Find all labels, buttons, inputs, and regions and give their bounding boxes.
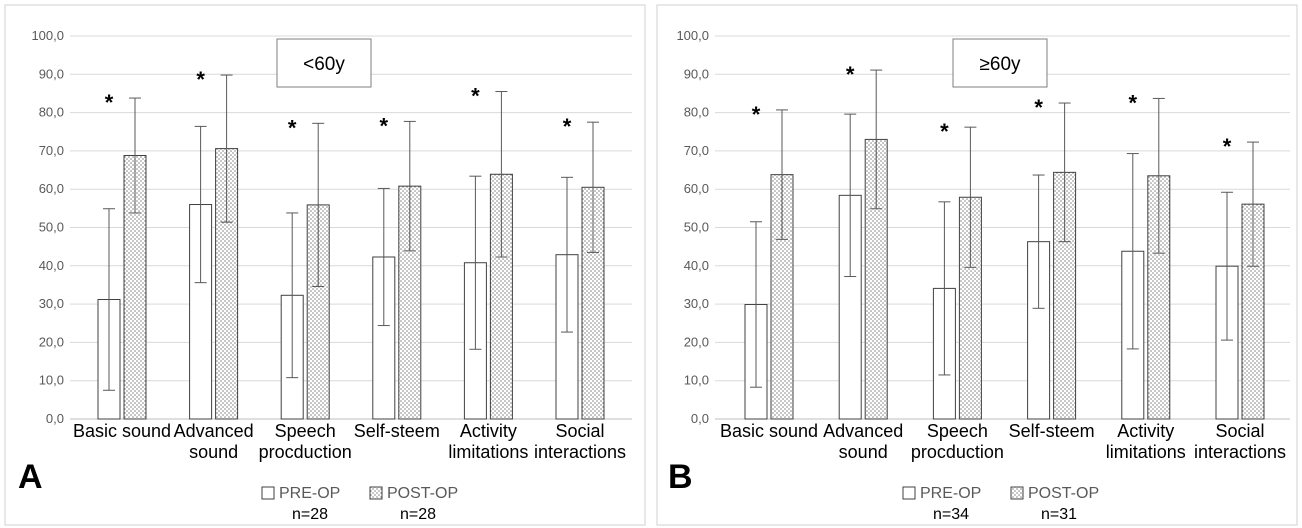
y-tick-label: 90,0 (684, 66, 709, 81)
category-label: sound (839, 442, 888, 462)
y-tick-label: 30,0 (684, 296, 709, 311)
significance-marker: * (1034, 95, 1043, 120)
category-label: Advanced (174, 421, 254, 441)
y-tick-label: 90,0 (39, 66, 64, 81)
significance-marker: * (105, 90, 114, 115)
category-label: Speech (275, 421, 336, 441)
legend-n-pre-op: n=34 (933, 506, 969, 523)
y-tick-label: 100,0 (676, 28, 709, 43)
y-tick-label: 50,0 (684, 220, 709, 235)
category-label: Self-steem (354, 421, 440, 441)
y-tick-label: 20,0 (684, 334, 709, 349)
significance-marker: * (1223, 134, 1232, 159)
category-label: Activity (460, 421, 517, 441)
category-label: limitations (1106, 442, 1186, 462)
category-label: limitations (448, 442, 528, 462)
legend-n-pre-op: n=28 (292, 506, 328, 523)
category-label: Basic sound (720, 421, 818, 441)
significance-marker: * (196, 67, 205, 92)
chart-panel-b: 0,0 10,0 20,0 30,0 40,0 50,0 60,0 70,0 80,0 90,0 1… (656, 4, 1298, 526)
legend-swatch-pre-op (261, 486, 275, 500)
category-label: sound (189, 442, 238, 462)
y-tick-label: 10,0 (684, 373, 709, 388)
category-label: Activity (1117, 421, 1174, 441)
legend-n-post-op: n=28 (400, 506, 436, 523)
significance-marker: * (1129, 90, 1138, 115)
legend-n-post-op: n=31 (1041, 506, 1077, 523)
y-tick-label: 10,0 (39, 373, 64, 388)
y-tick-label: 60,0 (684, 181, 709, 196)
category-label: interactions (1194, 442, 1286, 462)
y-tick-label: 20,0 (39, 334, 64, 349)
significance-marker: * (752, 102, 761, 127)
legend-swatch-post-op (369, 486, 383, 500)
significance-marker: * (471, 84, 480, 109)
panel-letter: B (668, 458, 693, 496)
y-tick-label: 100,0 (31, 28, 64, 43)
y-tick-label: 0,0 (691, 411, 709, 426)
legend-swatch-post-op (1010, 486, 1024, 500)
age-group-box (276, 38, 372, 88)
y-tick-label: 40,0 (39, 258, 64, 273)
significance-marker: * (940, 119, 949, 144)
legend-label-post-op: POST-OP (1028, 485, 1099, 502)
y-tick-label: 60,0 (39, 181, 64, 196)
category-label: Speech (927, 421, 988, 441)
category-label: interactions (534, 442, 626, 462)
legend-label-pre-op: PRE-OP (279, 485, 340, 502)
y-tick-label: 50,0 (39, 220, 64, 235)
y-tick-label: 70,0 (684, 143, 709, 158)
significance-marker: * (563, 114, 572, 139)
category-label: Advanced (823, 421, 903, 441)
age-group-label: ≥60y (979, 54, 1021, 75)
chart-panel-a: 0,0 10,0 20,0 30,0 40,0 50,0 60,0 70,0 80,0 90,0 1… (4, 4, 646, 526)
y-tick-label: 30,0 (39, 296, 64, 311)
panel-letter: A (18, 458, 43, 496)
legend-swatch-pre-op (902, 486, 916, 500)
y-tick-label: 0,0 (46, 411, 64, 426)
y-tick-label: 70,0 (39, 143, 64, 158)
legend-label-post-op: POST-OP (387, 485, 458, 502)
category-label: Social (1215, 421, 1264, 441)
significance-marker: * (380, 113, 389, 138)
significance-marker: * (288, 115, 297, 140)
category-label: Social (555, 421, 604, 441)
significance-marker: * (846, 62, 855, 87)
y-tick-label: 80,0 (684, 105, 709, 120)
y-tick-label: 80,0 (39, 105, 64, 120)
age-group-label: <60y (303, 54, 345, 75)
category-label: Basic sound (73, 421, 171, 441)
category-label: procduction (911, 442, 1004, 462)
age-group-box (952, 38, 1048, 88)
legend-label-pre-op: PRE-OP (920, 485, 981, 502)
category-label: Self-steem (1009, 421, 1095, 441)
category-label: procduction (259, 442, 352, 462)
y-tick-label: 40,0 (684, 258, 709, 273)
